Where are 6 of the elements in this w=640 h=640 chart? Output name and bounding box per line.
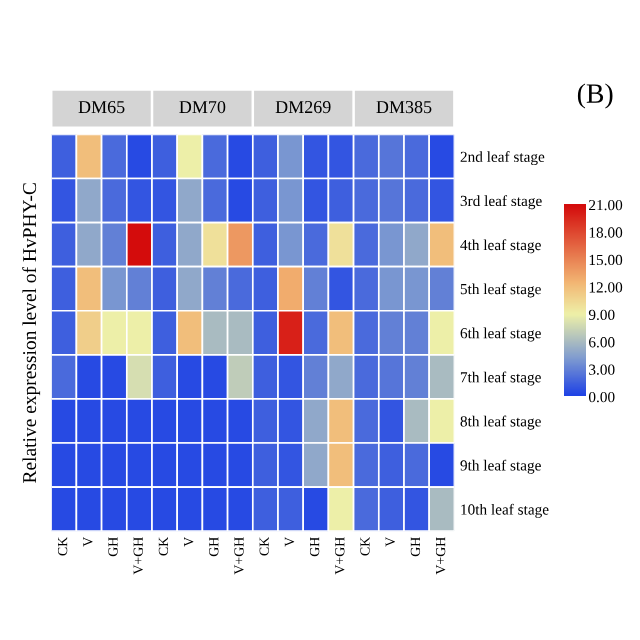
text: (B) — [577, 83, 613, 109]
text: DM65 — [78, 100, 125, 114]
text: DM269 — [275, 100, 331, 114]
y-axis-title: Relative expression level of HvPHY-C — [22, 183, 41, 483]
text: DM70 — [179, 100, 226, 114]
text: DM385 — [376, 100, 432, 114]
